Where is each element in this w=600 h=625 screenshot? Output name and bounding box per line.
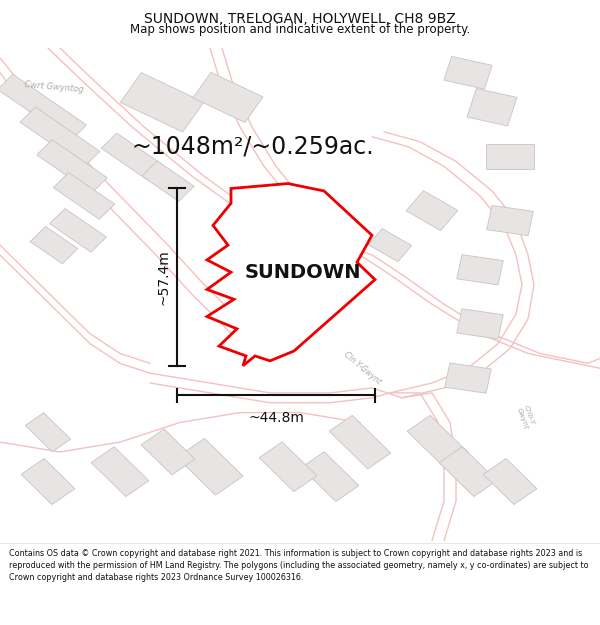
Polygon shape	[20, 107, 100, 166]
Polygon shape	[259, 442, 317, 492]
Polygon shape	[101, 133, 163, 180]
Polygon shape	[30, 226, 78, 264]
Polygon shape	[142, 161, 194, 201]
Polygon shape	[439, 447, 497, 497]
Text: Cwrt Gwyntog: Cwrt Gwyntog	[24, 81, 84, 94]
Text: ~44.8m: ~44.8m	[248, 411, 304, 425]
Polygon shape	[457, 254, 503, 285]
Polygon shape	[444, 56, 492, 89]
Polygon shape	[91, 447, 149, 497]
Polygon shape	[21, 459, 75, 504]
Text: Map shows position and indicative extent of the property.: Map shows position and indicative extent…	[130, 23, 470, 36]
Text: Cln Y-Gwynt: Cln Y-Gwynt	[342, 350, 383, 386]
Polygon shape	[53, 173, 115, 219]
Polygon shape	[329, 416, 391, 469]
Polygon shape	[121, 72, 203, 132]
Polygon shape	[467, 89, 517, 126]
Polygon shape	[301, 452, 359, 501]
Polygon shape	[487, 206, 533, 236]
Polygon shape	[50, 209, 106, 252]
Polygon shape	[368, 229, 412, 262]
Text: SUNDOWN: SUNDOWN	[245, 262, 361, 282]
Polygon shape	[141, 429, 195, 475]
Polygon shape	[445, 363, 491, 393]
Text: SUNDOWN, TRELOGAN, HOLYWELL, CH8 9BZ: SUNDOWN, TRELOGAN, HOLYWELL, CH8 9BZ	[144, 12, 456, 26]
Polygon shape	[207, 184, 375, 366]
Text: Contains OS data © Crown copyright and database right 2021. This information is : Contains OS data © Crown copyright and d…	[9, 549, 589, 582]
Polygon shape	[406, 191, 458, 231]
Polygon shape	[486, 144, 534, 169]
Text: ~1048m²/~0.259ac.: ~1048m²/~0.259ac.	[132, 134, 374, 159]
Polygon shape	[177, 438, 243, 495]
Text: ~57.4m: ~57.4m	[157, 249, 171, 305]
Polygon shape	[37, 140, 107, 193]
Text: Crib-Y
Gwynt: Crib-Y Gwynt	[516, 404, 536, 431]
Polygon shape	[0, 74, 86, 140]
Polygon shape	[483, 459, 537, 504]
Polygon shape	[193, 72, 263, 122]
Polygon shape	[457, 309, 503, 339]
Polygon shape	[407, 416, 469, 469]
Polygon shape	[25, 412, 71, 452]
